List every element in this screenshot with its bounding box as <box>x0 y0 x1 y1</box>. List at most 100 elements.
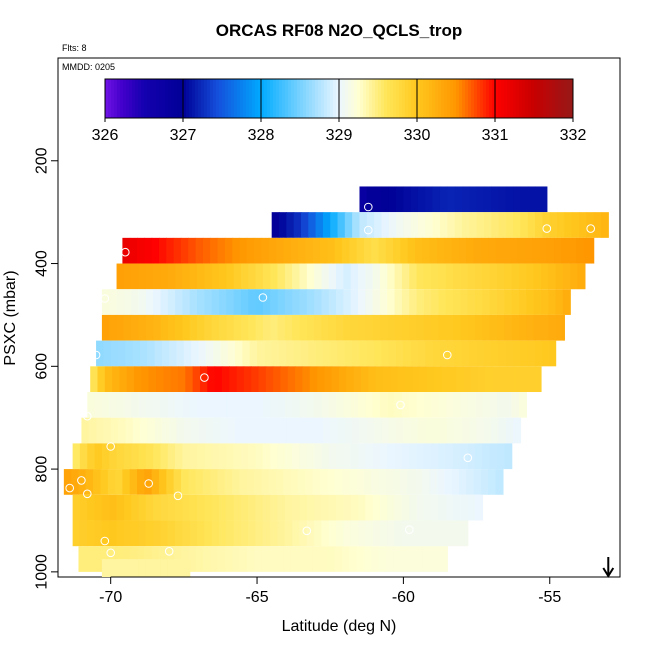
heatmap-cell <box>467 289 476 315</box>
heatmap-cell <box>270 494 279 521</box>
sample-point <box>200 373 209 382</box>
colorbar-cell <box>183 79 187 118</box>
colorbar-cell <box>135 79 139 118</box>
heatmap-row <box>81 417 522 444</box>
heatmap-cell <box>226 289 235 315</box>
heatmap-cell <box>432 212 441 238</box>
heatmap-cell <box>459 237 467 264</box>
heatmap-cell <box>198 340 207 367</box>
heatmap-cell <box>123 494 132 521</box>
heatmap-cell <box>218 263 227 290</box>
heatmap-cell <box>407 237 416 264</box>
heatmap-cell <box>167 289 176 315</box>
heatmap-cell <box>189 494 198 521</box>
heatmap-cell <box>334 546 343 572</box>
heatmap-cell <box>322 340 331 367</box>
heatmap-cell <box>330 212 339 238</box>
heatmap-cell <box>328 520 337 547</box>
heatmap-cell <box>336 520 344 547</box>
heatmap-cell <box>160 263 169 290</box>
heatmap-cell <box>336 314 344 341</box>
colorbar-cell <box>285 79 289 118</box>
colorbar-cell <box>132 79 136 118</box>
heatmap-cell <box>123 443 132 470</box>
heatmap-cell <box>276 469 284 495</box>
colorbar-cell <box>351 79 355 118</box>
heatmap-cell <box>78 546 87 572</box>
heatmap-cell <box>415 237 424 264</box>
heatmap-cell <box>412 366 421 393</box>
heatmap-cell <box>453 263 462 290</box>
heatmap-cell <box>277 392 286 418</box>
colorbar-cell <box>216 79 220 118</box>
heatmap-cell <box>131 494 140 521</box>
heatmap-cell <box>255 494 264 521</box>
heatmap-cell <box>358 289 366 315</box>
heatmap-cell <box>425 186 434 213</box>
heatmap-cell <box>387 520 396 547</box>
heatmap-cell <box>431 443 440 470</box>
heatmap-cell <box>360 366 369 393</box>
heatmap-cell <box>432 417 441 444</box>
heatmap-cell <box>482 263 491 290</box>
colorbar-cell <box>381 79 385 118</box>
heatmap-cell <box>284 494 293 521</box>
heatmap-cell <box>514 366 523 393</box>
colorbar-cell <box>372 79 376 118</box>
heatmap-cell <box>138 263 147 290</box>
heatmap-cell <box>145 559 154 577</box>
colorbar-cell <box>204 79 208 118</box>
heatmap-cell <box>431 263 440 290</box>
heatmap-cell <box>379 494 388 521</box>
heatmap-cell <box>284 289 293 315</box>
y-tick-label: 800 <box>34 456 51 483</box>
colorbar-cell <box>141 79 145 118</box>
heatmap-cell <box>235 417 244 444</box>
heatmap-cell <box>387 314 396 341</box>
heatmap-cell <box>374 212 383 238</box>
heatmap-cell <box>197 443 205 470</box>
colorbar-cell <box>387 79 391 118</box>
heatmap-cell <box>188 469 197 495</box>
heatmap-cell <box>202 237 211 264</box>
heatmap-cell <box>90 366 99 393</box>
heatmap-cell <box>330 417 339 444</box>
heatmap-cell <box>175 314 183 341</box>
heatmap-cell <box>110 340 119 367</box>
heatmap-cell <box>445 289 454 315</box>
heatmap-cell <box>185 366 194 393</box>
flights-note: Flts: 8 <box>62 43 87 53</box>
heatmap-cell <box>504 289 513 315</box>
heatmap-cell <box>396 417 404 444</box>
x-tick-label: -60 <box>392 589 415 606</box>
heatmap-cell <box>214 366 223 393</box>
heatmap-cell <box>388 417 397 444</box>
heatmap-cell <box>211 263 220 290</box>
heatmap-cell <box>365 392 374 418</box>
heatmap-cell <box>394 494 403 521</box>
heatmap-cell <box>153 494 162 521</box>
heatmap-cell <box>295 366 304 393</box>
heatmap-cell <box>555 263 564 290</box>
heatmap-cell <box>404 366 413 393</box>
heatmap-cell <box>461 417 470 444</box>
heatmap-cell <box>358 314 366 341</box>
heatmap-row <box>101 314 565 341</box>
colorbar-cell <box>507 79 511 118</box>
heatmap-cell <box>520 212 529 238</box>
heatmap-cell <box>498 340 507 367</box>
heatmap-cell <box>343 263 352 290</box>
y-tick-label: 200 <box>34 147 51 174</box>
colorbar-tick-label: 328 <box>248 127 275 144</box>
heatmap-cell <box>379 520 388 547</box>
heatmap-cell <box>418 186 426 213</box>
sample-point <box>405 525 414 535</box>
heatmap-cell <box>482 392 491 418</box>
heatmap-cell <box>287 366 296 393</box>
heatmap-cell <box>321 263 330 290</box>
heatmap-cell <box>276 237 284 264</box>
heatmap-cell <box>122 469 131 495</box>
heatmap-cell <box>240 263 249 290</box>
heatmap-cell <box>352 340 361 367</box>
down-arrow-icon <box>602 557 615 578</box>
